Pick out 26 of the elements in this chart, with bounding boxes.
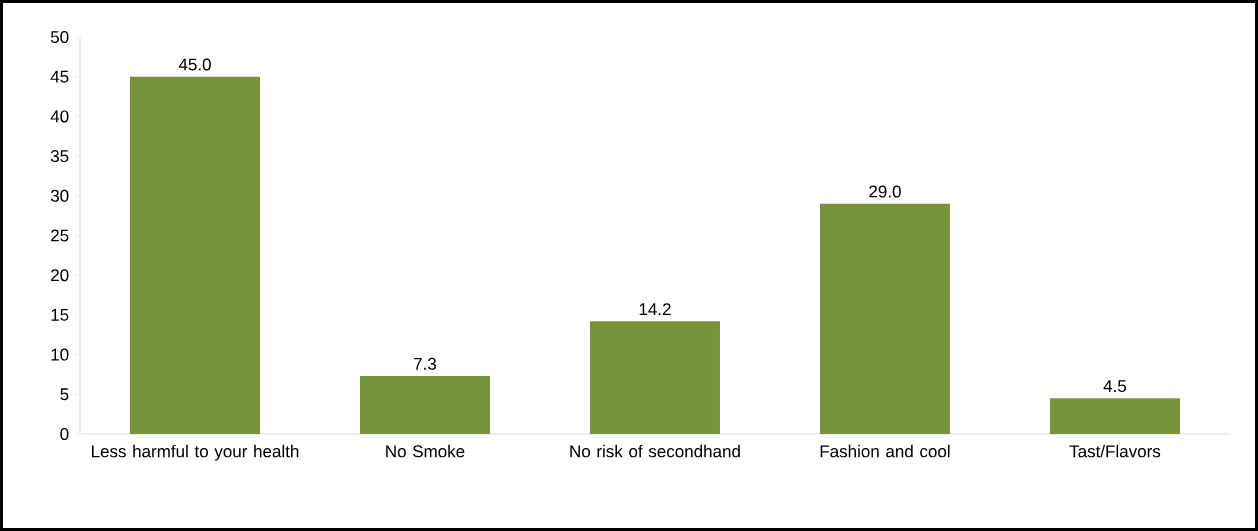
data-label: 4.5	[1103, 380, 1127, 393]
y-tick-label: 45	[50, 70, 69, 83]
x-tick-label: No Smoke	[386, 444, 465, 458]
bar	[1049, 398, 1180, 434]
y-tick-label: 20	[51, 269, 69, 282]
bar	[130, 76, 260, 434]
x-tick-label: Tast/Flavors	[1069, 444, 1161, 458]
data-label: 45.0	[178, 58, 211, 71]
y-tick-label: 25	[51, 229, 69, 242]
y-tick-label: 50	[50, 30, 69, 44]
y-tick-label: 30	[50, 189, 69, 202]
x-tick-label: Fashion and cool	[820, 444, 950, 458]
data-label: 7.3	[414, 357, 437, 370]
data-label: 29.0	[869, 185, 901, 198]
x-tick-label: No risk of secondhand	[570, 444, 740, 458]
data-label: 14.2	[639, 303, 671, 316]
bar	[359, 376, 490, 434]
bar	[819, 203, 950, 434]
y-tick-label: 35	[50, 150, 69, 163]
x-tick-label: Less harmful to your health	[91, 444, 299, 461]
y-tick-label: 15	[51, 308, 69, 321]
y-tick-label: 0	[60, 427, 69, 441]
bar	[589, 321, 720, 434]
y-tick-label: 10	[51, 348, 69, 361]
y-tick-label: 5	[60, 388, 69, 401]
y-tick-label: 40	[50, 110, 69, 123]
